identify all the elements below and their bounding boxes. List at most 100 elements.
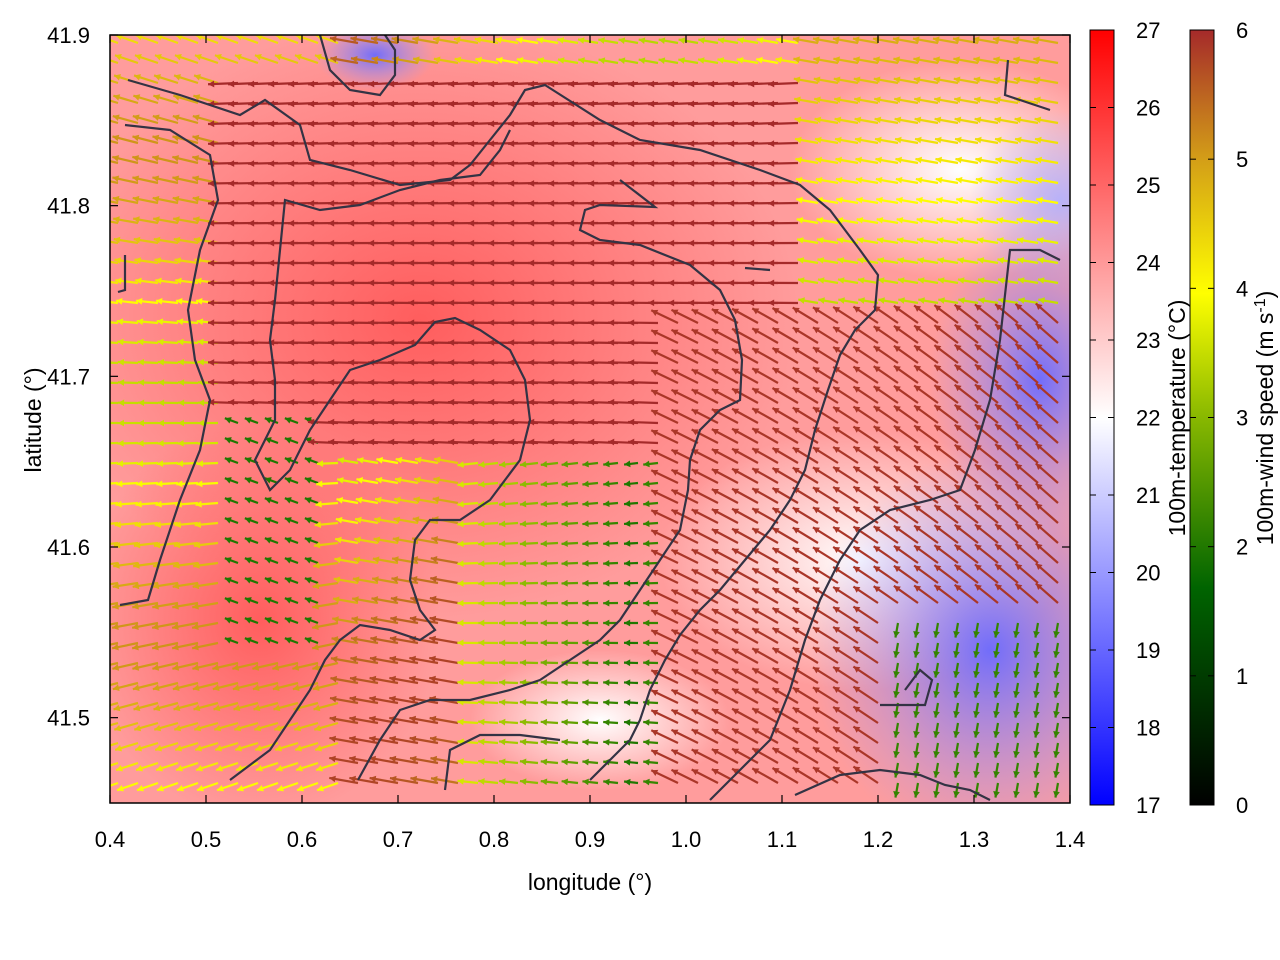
- wind-arrow-head: [628, 80, 635, 88]
- wind-arrow: [913, 304, 939, 324]
- wind-arrow: [97, 339, 119, 346]
- wind-arrow: [1036, 237, 1059, 245]
- wind-arrow-head: [408, 199, 415, 207]
- wind-arrow-head: [708, 120, 715, 128]
- wind-arrow-head: [568, 339, 575, 346]
- wind-arrow-head: [408, 100, 415, 108]
- wind-arrow-head: [793, 76, 801, 84]
- wind-arrow-head: [651, 329, 659, 336]
- wind-arrow-head: [748, 239, 755, 247]
- wind-arrow-head: [94, 725, 101, 731]
- wind-arrow-head: [1036, 216, 1044, 224]
- wind-arrow-head: [835, 176, 843, 184]
- wind-arrow: [812, 306, 839, 324]
- wind-arrow-head: [194, 74, 201, 81]
- wind-arrow-head: [508, 319, 515, 327]
- wind-arrow-shaft: [110, 119, 119, 125]
- wind-arrow-head: [113, 94, 121, 101]
- wind-arrow-head: [895, 156, 903, 164]
- wind-arrow-head: [388, 359, 395, 366]
- wind-arrow-head: [768, 299, 775, 307]
- wind-arrow: [1037, 277, 1059, 285]
- wind-arrow: [577, 37, 599, 45]
- wind-arrow-head: [598, 57, 606, 64]
- wind-arrow: [972, 36, 999, 45]
- wind-arrow-head: [955, 156, 963, 164]
- wind-arrow: [793, 76, 819, 85]
- wind-arrow-head: [752, 328, 760, 335]
- wind-arrow-head: [328, 100, 335, 108]
- wind-arrow: [832, 345, 859, 364]
- wind-arrow-head: [97, 339, 103, 346]
- wind-arrow-head: [308, 199, 315, 207]
- wind-arrow: [235, 35, 259, 45]
- wind-arrow-head: [934, 365, 942, 372]
- wind-arrow: [711, 368, 739, 384]
- wind-arrow-head: [796, 196, 803, 204]
- wind-arrow-head: [388, 80, 395, 88]
- wind-arrow: [767, 199, 799, 207]
- wind-arrow: [172, 195, 199, 205]
- wind-arrow-head: [837, 237, 844, 244]
- wind-arrow-head: [368, 219, 375, 227]
- wind-arrow: [110, 361, 119, 365]
- wind-arrow-head: [833, 326, 841, 334]
- wind-arrow-head: [528, 339, 535, 346]
- wind-arrow: [932, 36, 959, 45]
- wind-arrow: [978, 297, 999, 305]
- wind-arrow: [537, 57, 559, 65]
- mild-region-ne: [790, 60, 1070, 280]
- wind-arrow: [812, 366, 839, 384]
- wind-arrow-head: [568, 140, 575, 148]
- wind-arrow-shaft: [110, 461, 119, 465]
- wind-arrow: [234, 54, 259, 65]
- wind-arrow: [955, 176, 979, 185]
- wind-arrow-shaft: [110, 59, 119, 65]
- wind-arrow-head: [288, 180, 295, 187]
- wind-arrow-head: [792, 347, 800, 354]
- wind-arrow: [818, 297, 839, 305]
- wind-arrow: [691, 348, 719, 364]
- wind-arrow: [954, 136, 979, 145]
- wind-arrow-head: [768, 239, 775, 247]
- wind-arrow-head: [857, 257, 865, 264]
- wind-arrow-head: [93, 114, 100, 120]
- wind-arrow-head: [428, 140, 435, 148]
- wind-arrow-head: [878, 297, 885, 304]
- wind-arrow: [195, 35, 219, 45]
- wind-arrow-head: [328, 339, 335, 346]
- wind-arrow: [956, 237, 979, 245]
- wind-arrow-head: [152, 134, 160, 142]
- wind-arrow-head: [1015, 363, 1023, 371]
- wind-arrow: [767, 140, 799, 148]
- wind-arrow-head: [873, 326, 881, 333]
- wind-arrow-head: [228, 80, 235, 88]
- wind-arrow-head: [748, 140, 755, 148]
- wind-arrow-head: [973, 76, 981, 84]
- wind-arrow: [974, 323, 999, 344]
- wind-arrow: [717, 37, 739, 45]
- wind-arrow-head: [92, 623, 99, 630]
- wind-arrow-head: [816, 216, 824, 224]
- wind-arrow-head: [368, 259, 375, 267]
- wind-arrow-head: [274, 54, 282, 61]
- wind-arrow-head: [548, 199, 555, 207]
- wind-arrow-head: [95, 501, 101, 508]
- wind-arrow: [691, 368, 719, 384]
- wind-arrow-head: [328, 80, 335, 88]
- wind-arrow-head: [288, 239, 295, 247]
- wind-arrow-head: [228, 359, 235, 366]
- wind-arrow: [913, 324, 939, 344]
- wind-arrow-head: [853, 76, 861, 84]
- wind-arrow-head: [388, 199, 395, 207]
- wind-arrow-head: [568, 219, 575, 227]
- wind-arrow-head: [368, 100, 375, 108]
- wind-arrow: [816, 237, 839, 245]
- wind-arrow-head: [288, 259, 295, 267]
- wind-arrow-head: [173, 94, 181, 101]
- wind-arrow-head: [1035, 136, 1042, 144]
- wind-arrow-head: [873, 76, 881, 84]
- wind-arrow: [155, 277, 179, 285]
- wind-arrow-head: [413, 56, 420, 63]
- wind-arrow-head: [854, 96, 861, 104]
